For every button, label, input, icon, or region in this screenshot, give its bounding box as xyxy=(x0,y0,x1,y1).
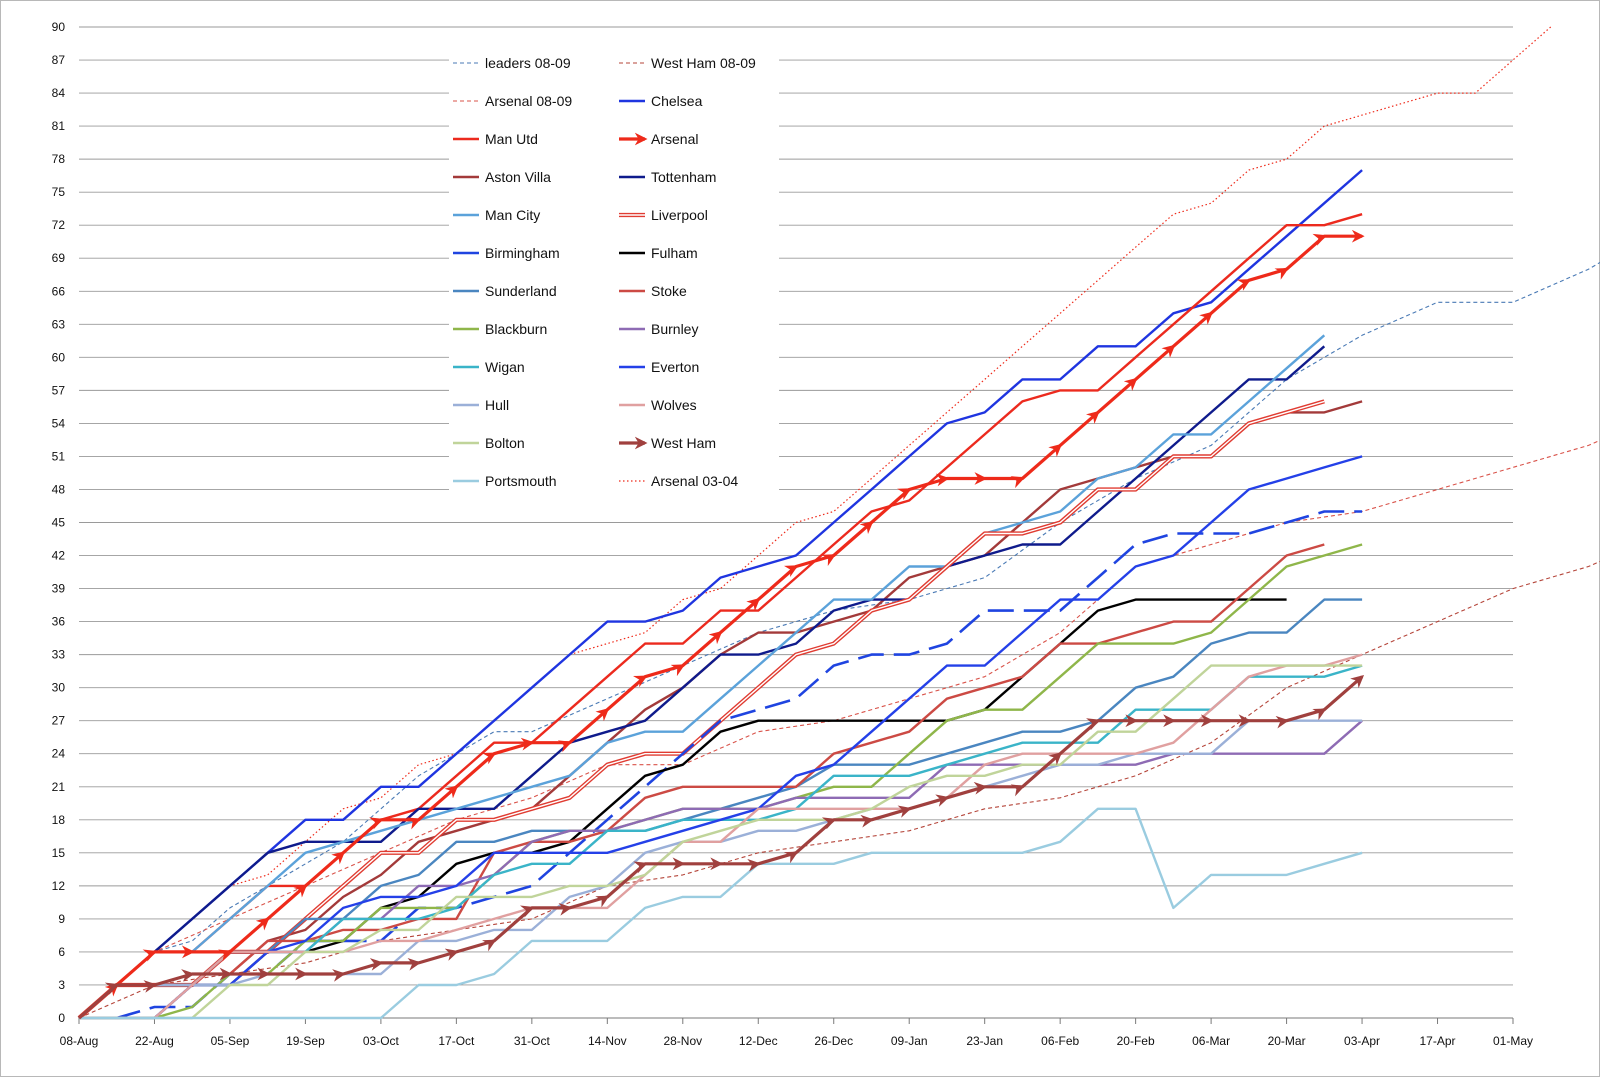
series-arsenal-03-04-path xyxy=(78,26,1552,1019)
y-tick-label: 51 xyxy=(52,449,66,463)
y-tick-label: 30 xyxy=(52,681,66,695)
legend-label-portsmouth: Portsmouth xyxy=(485,473,557,489)
legend-label-everton: Everton xyxy=(651,359,699,375)
y-tick-label: 39 xyxy=(52,582,66,596)
x-tick-label: 31-Oct xyxy=(514,1034,551,1048)
y-tick-label: 15 xyxy=(52,846,66,860)
y-tick-label: 42 xyxy=(52,549,66,563)
legend-label-stoke: Stoke xyxy=(651,283,687,299)
x-tick-label: 06-Feb xyxy=(1041,1034,1079,1048)
x-tick-label: 03-Apr xyxy=(1344,1034,1380,1048)
y-tick-label: 3 xyxy=(58,978,65,992)
legend-background xyxy=(449,45,779,500)
x-tick-label: 17-Apr xyxy=(1420,1034,1456,1048)
y-tick-label: 54 xyxy=(52,416,66,430)
x-tick-label: 28-Nov xyxy=(663,1034,702,1048)
x-tick-label: 03-Oct xyxy=(363,1034,400,1048)
y-tick-label: 66 xyxy=(52,284,66,298)
y-tick-label: 9 xyxy=(58,912,65,926)
legend-label-burnley: Burnley xyxy=(651,321,698,337)
legend-label-sunderland: Sunderland xyxy=(485,283,557,299)
y-tick-label: 48 xyxy=(52,482,66,496)
legend-label-bolton: Bolton xyxy=(485,435,525,451)
series-stoke xyxy=(78,543,1325,1019)
y-tick-label: 63 xyxy=(52,317,66,331)
legend-label-leaders-08-09: leaders 08-09 xyxy=(485,55,571,71)
y-tick-label: 75 xyxy=(52,185,66,199)
x-tick-label: 22-Aug xyxy=(135,1034,174,1048)
x-tick-label: 01-May xyxy=(1493,1034,1533,1048)
legend: leaders 08-09 West Ham 08-09 Arsenal 08-09… xyxy=(449,45,779,500)
x-tick-label: 20-Mar xyxy=(1268,1034,1306,1048)
x-tick-label: 06-Mar xyxy=(1192,1034,1230,1048)
series-lines xyxy=(77,26,1600,1020)
x-tick-label: 20-Feb xyxy=(1117,1034,1155,1048)
legend-label-chelsea: Chelsea xyxy=(651,93,703,109)
gridlines xyxy=(79,26,1513,986)
legend-label-aston-villa: Aston Villa xyxy=(485,169,551,185)
y-tick-label: 18 xyxy=(52,813,66,827)
legend-label-liverpool: Liverpool xyxy=(651,207,708,223)
series-stoke-path xyxy=(78,543,1325,1019)
legend-label-fulham: Fulham xyxy=(651,245,698,261)
y-tick-label: 57 xyxy=(52,383,66,397)
legend-label-wigan: Wigan xyxy=(485,359,525,375)
legend-label-arsenal-03-04: Arsenal 03-04 xyxy=(651,473,738,489)
x-tick-label: 05-Sep xyxy=(211,1034,250,1048)
x-tick-label: 09-Jan xyxy=(891,1034,928,1048)
y-tick-label: 6 xyxy=(58,945,65,959)
x-tick-label: 23-Jan xyxy=(966,1034,1003,1048)
x-tick-label: 17-Oct xyxy=(438,1034,475,1048)
legend-label-man-utd: Man Utd xyxy=(485,131,538,147)
legend-label-arsenal: Arsenal xyxy=(651,131,698,147)
x-tick-label: 08-Aug xyxy=(60,1034,99,1048)
y-tick-label: 45 xyxy=(52,516,66,530)
series-everton xyxy=(79,455,1363,1020)
y-tick-label: 12 xyxy=(52,879,66,893)
legend-label-birmingham: Birmingham xyxy=(485,245,560,261)
y-tick-label: 33 xyxy=(52,648,66,662)
legend-label-man-city: Man City xyxy=(485,207,540,223)
y-tick-label: 90 xyxy=(52,20,66,34)
y-tick-label: 60 xyxy=(52,350,66,364)
series-everton-path xyxy=(79,455,1363,1020)
legend-label-wolves: Wolves xyxy=(651,397,697,413)
series-west-ham xyxy=(77,675,1365,1020)
x-tick-label: 14-Nov xyxy=(588,1034,627,1048)
y-tick-label: 27 xyxy=(52,714,66,728)
y-tick-label: 78 xyxy=(52,152,66,166)
x-tick-label: 26-Dec xyxy=(814,1034,853,1048)
axes: 0369121518212427303336394245485154576063… xyxy=(52,20,1533,1048)
y-tick-label: 72 xyxy=(52,218,66,232)
y-tick-label: 87 xyxy=(52,53,66,67)
legend-label-arsenal-08-09: Arsenal 08-09 xyxy=(485,93,572,109)
legend-label-blackburn: Blackburn xyxy=(485,321,547,337)
x-tick-label: 19-Sep xyxy=(286,1034,325,1048)
y-tick-label: 69 xyxy=(52,251,66,265)
y-tick-label: 21 xyxy=(52,780,66,794)
y-tick-label: 81 xyxy=(52,119,66,133)
y-tick-label: 24 xyxy=(52,747,66,761)
legend-label-west-ham: West Ham xyxy=(651,435,716,451)
series-arsenal-03-04 xyxy=(78,26,1552,1019)
y-tick-label: 0 xyxy=(58,1011,65,1025)
y-tick-label: 84 xyxy=(52,86,66,100)
legend-label-west-ham-08-09: West Ham 08-09 xyxy=(651,55,756,71)
series-west-ham-path xyxy=(77,675,1365,1020)
legend-label-tottenham: Tottenham xyxy=(651,169,716,185)
y-tick-label: 36 xyxy=(52,615,66,629)
legend-label-hull: Hull xyxy=(485,397,509,413)
x-tick-label: 12-Dec xyxy=(739,1034,778,1048)
